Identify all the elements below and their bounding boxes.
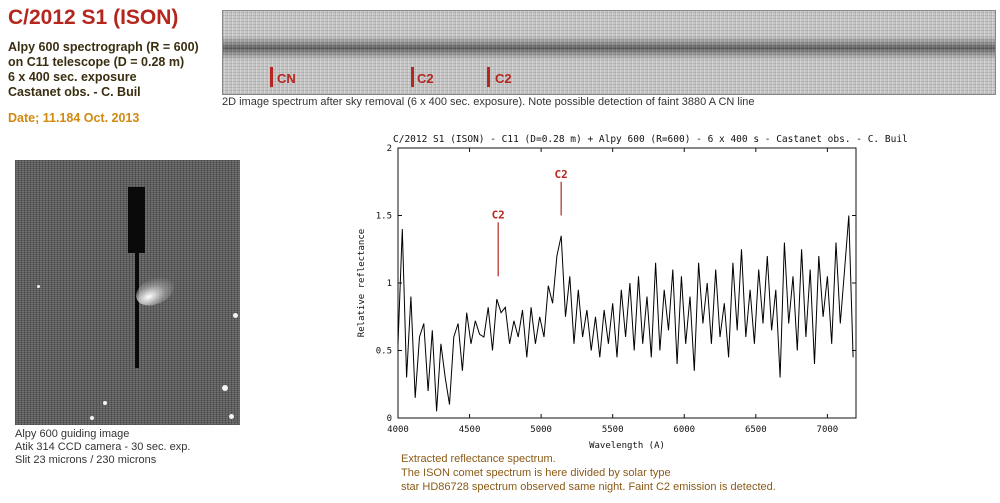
observation-info: Alpy 600 spectrograph (R = 600) on C11 t…	[8, 40, 199, 100]
spectrum-band	[223, 36, 995, 60]
star	[103, 401, 107, 405]
y-axis-label: Relative reflectance	[357, 229, 367, 337]
y-ticks: 0 0.5 1 1.5 2	[376, 144, 856, 424]
caption-line: Slit 23 microns / 230 microns	[15, 454, 157, 466]
spectrum-line	[397, 215, 854, 412]
x-tick-label: 4000	[387, 425, 409, 435]
cn-marker-label: CN	[277, 71, 296, 86]
info-line: Castanet obs. - C. Buil	[8, 85, 141, 99]
annotation-label: C2	[555, 168, 568, 181]
annotations: C2 C2	[492, 168, 568, 277]
image-noise	[15, 160, 240, 425]
series-group	[397, 215, 854, 412]
caption-line: Alpy 600 guiding image	[15, 428, 130, 440]
spectrum-2d-image: CN C2 C2	[222, 10, 996, 95]
info-line: 6 x 400 sec. exposure	[8, 70, 137, 84]
caption-line: Extracted reflectance spectrum.	[401, 453, 556, 465]
star	[233, 313, 238, 318]
c2-marker-label: C2	[495, 71, 512, 86]
spectrum-chart: 0 0.5 1 1.5 2 4000 4500 5000 5500 6000 6500 7000 C…	[357, 144, 857, 450]
star	[222, 385, 228, 391]
star	[37, 285, 40, 288]
cn-marker	[270, 67, 273, 87]
caption-line: star HD86728 spectrum observed same nigh…	[401, 481, 776, 493]
y-tick-label: 2	[387, 144, 392, 154]
x-tick-label: 5000	[530, 425, 552, 435]
guiding-caption: Alpy 600 guiding image Atik 314 CCD came…	[15, 428, 190, 467]
c2-marker-label: C2	[417, 71, 434, 86]
annotation-label: C2	[492, 208, 505, 221]
x-tick-label: 7000	[817, 425, 839, 435]
star	[90, 416, 94, 420]
x-axis-label: Wavelength (A)	[589, 441, 665, 450]
spectrum-2d-caption: 2D image spectrum after sky removal (6 x…	[222, 96, 755, 108]
y-tick-label: 1.5	[376, 212, 392, 222]
y-tick-label: 0	[387, 414, 392, 424]
y-tick-label: 1	[387, 279, 392, 289]
y-tick-label: 0.5	[376, 347, 392, 357]
caption-line: Atik 314 CCD camera - 30 sec. exp.	[15, 441, 191, 453]
image-noise	[223, 11, 995, 94]
x-tick-label: 5500	[602, 425, 624, 435]
guiding-image	[15, 160, 240, 425]
caption-line: The ISON comet spectrum is here divided …	[401, 467, 671, 479]
x-tick-label: 6000	[673, 425, 695, 435]
c2-marker	[487, 67, 490, 87]
c2-marker	[411, 67, 414, 87]
observation-date: Date; 11.184 Oct. 2013	[8, 111, 140, 125]
plot-frame	[397, 147, 857, 419]
slit-narrow-section	[134, 253, 139, 368]
slit-wide-section	[128, 187, 145, 253]
chart-title: C/2012 S1 (ISON) - C11 (D=0.28 m) + Alpy…	[393, 134, 908, 145]
info-line: on C11 telescope (D = 0.28 m)	[8, 55, 185, 69]
x-ticks: 4000 4500 5000 5500 6000 6500 7000	[387, 148, 838, 435]
star	[229, 414, 234, 419]
info-line: Alpy 600 spectrograph (R = 600)	[8, 40, 199, 54]
x-tick-label: 4500	[459, 425, 481, 435]
chart-caption: Extracted reflectance spectrum. The ISON…	[401, 452, 776, 494]
x-tick-label: 6500	[745, 425, 767, 435]
page-title: C/2012 S1 (ISON)	[8, 6, 179, 29]
